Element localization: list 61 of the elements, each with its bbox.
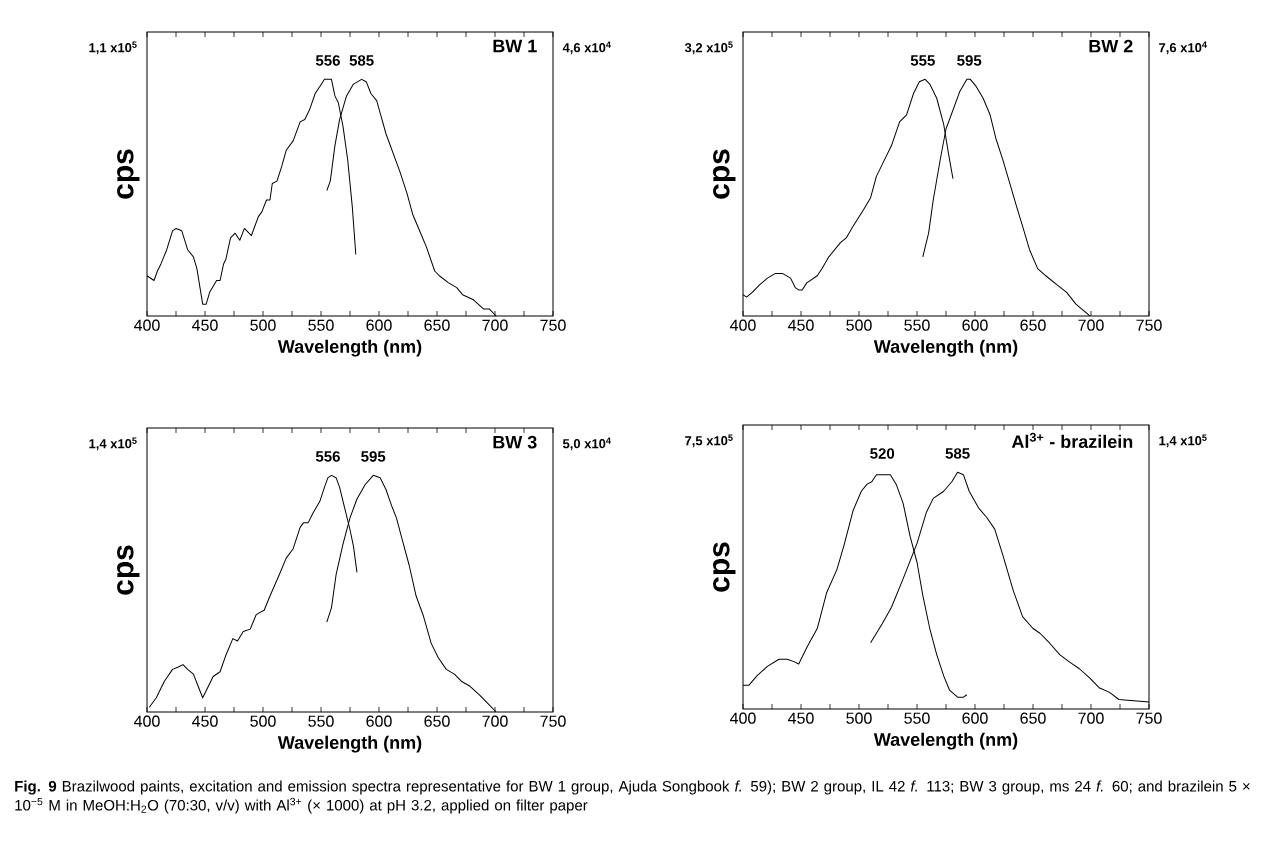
y-axis-title: cps bbox=[117, 545, 140, 595]
x-tick-label: 750 bbox=[1136, 712, 1162, 724]
x-tick-label: 650 bbox=[1020, 319, 1046, 331]
x-tick-label: 550 bbox=[308, 319, 334, 331]
chart-title: BW 3 bbox=[493, 435, 537, 449]
text: Fig. 9 Brazilwood paints, excitation and emission spectra representative for BW 1 group, Ajuda Songbook f. 59); BW 2 group, IL 42 f. 113; BW 3 group, ms 24 f. 60; and brazilein 5 × 10$^{−5}$ M in MeOH:H$_{2}$O (70:30, v/v) with Al$^{3+}$ (× 1000) at pH 3.2, applied on filter paper bbox=[15, 780, 1250, 814]
y-axis-title: cps bbox=[713, 542, 736, 592]
y-axis-title: cps bbox=[117, 149, 140, 199]
annotation: 520 bbox=[870, 448, 895, 459]
annotation: 556 bbox=[315, 451, 340, 462]
x-axis-title: Wavelength (nm) bbox=[277, 735, 422, 753]
x-tick-label: 400 bbox=[730, 712, 756, 724]
text: 1,4 x10$^{5}$ bbox=[1159, 434, 1207, 448]
chart-title: Al$^{3+}$ - brazilein bbox=[1011, 432, 1133, 449]
x-tick-label: 600 bbox=[962, 319, 988, 331]
text: 4,6 x10$^{4}$ bbox=[562, 41, 611, 55]
text: 7,5 x10$^{5}$ bbox=[685, 434, 733, 448]
x-tick-label: 450 bbox=[192, 715, 218, 727]
x-axis-title: Wavelength (nm) bbox=[277, 339, 422, 357]
x-tick-label: 500 bbox=[250, 319, 276, 331]
x-axis-title: Wavelength (nm) bbox=[873, 339, 1018, 357]
chart-title: BW 2 bbox=[1089, 39, 1133, 53]
x-tick-label: 400 bbox=[134, 319, 160, 331]
text: 5,0 x10$^{4}$ bbox=[562, 437, 611, 451]
x-tick-label: 450 bbox=[788, 319, 814, 331]
annotation: 556 bbox=[315, 55, 340, 66]
text: 7,6 x10$^{4}$ bbox=[1159, 41, 1207, 55]
x-tick-label: 750 bbox=[1136, 319, 1162, 331]
x-tick-label: 550 bbox=[904, 319, 930, 331]
x-tick-label: 500 bbox=[846, 712, 872, 724]
x-tick-label: 600 bbox=[366, 715, 392, 727]
x-tick-label: 750 bbox=[540, 319, 566, 331]
x-tick-label: 550 bbox=[904, 712, 930, 724]
x-tick-label: 750 bbox=[540, 715, 566, 727]
annotation: 555 bbox=[910, 55, 935, 66]
x-tick-label: 600 bbox=[366, 319, 392, 331]
x-tick-label: 650 bbox=[424, 319, 450, 331]
x-tick-label: 400 bbox=[730, 319, 756, 331]
x-tick-label: 500 bbox=[846, 319, 872, 331]
annotation: 585 bbox=[945, 448, 970, 459]
x-tick-label: 450 bbox=[192, 319, 218, 331]
annotation: 595 bbox=[957, 55, 982, 66]
annotation: 595 bbox=[361, 451, 386, 462]
y-axis-title: cps bbox=[713, 149, 736, 199]
x-tick-label: 550 bbox=[308, 715, 334, 727]
x-tick-label: 500 bbox=[250, 715, 276, 727]
x-tick-label: 700 bbox=[482, 319, 508, 331]
x-tick-label: 650 bbox=[424, 715, 450, 727]
text: 1,4 x10$^{5}$ bbox=[89, 437, 137, 451]
x-axis-title: Wavelength (nm) bbox=[873, 732, 1018, 750]
chart-title: BW 1 bbox=[493, 39, 537, 53]
text: 1,1 x10$^{5}$ bbox=[89, 41, 137, 55]
x-tick-label: 700 bbox=[1078, 319, 1104, 331]
x-tick-label: 400 bbox=[134, 715, 160, 727]
text: 3,2 x10$^{5}$ bbox=[684, 41, 733, 55]
x-tick-label: 700 bbox=[482, 715, 508, 727]
x-tick-label: 600 bbox=[962, 712, 988, 724]
x-tick-label: 650 bbox=[1020, 712, 1046, 724]
x-tick-label: 700 bbox=[1078, 712, 1104, 724]
annotation: 585 bbox=[349, 55, 374, 66]
x-tick-label: 450 bbox=[788, 712, 814, 724]
